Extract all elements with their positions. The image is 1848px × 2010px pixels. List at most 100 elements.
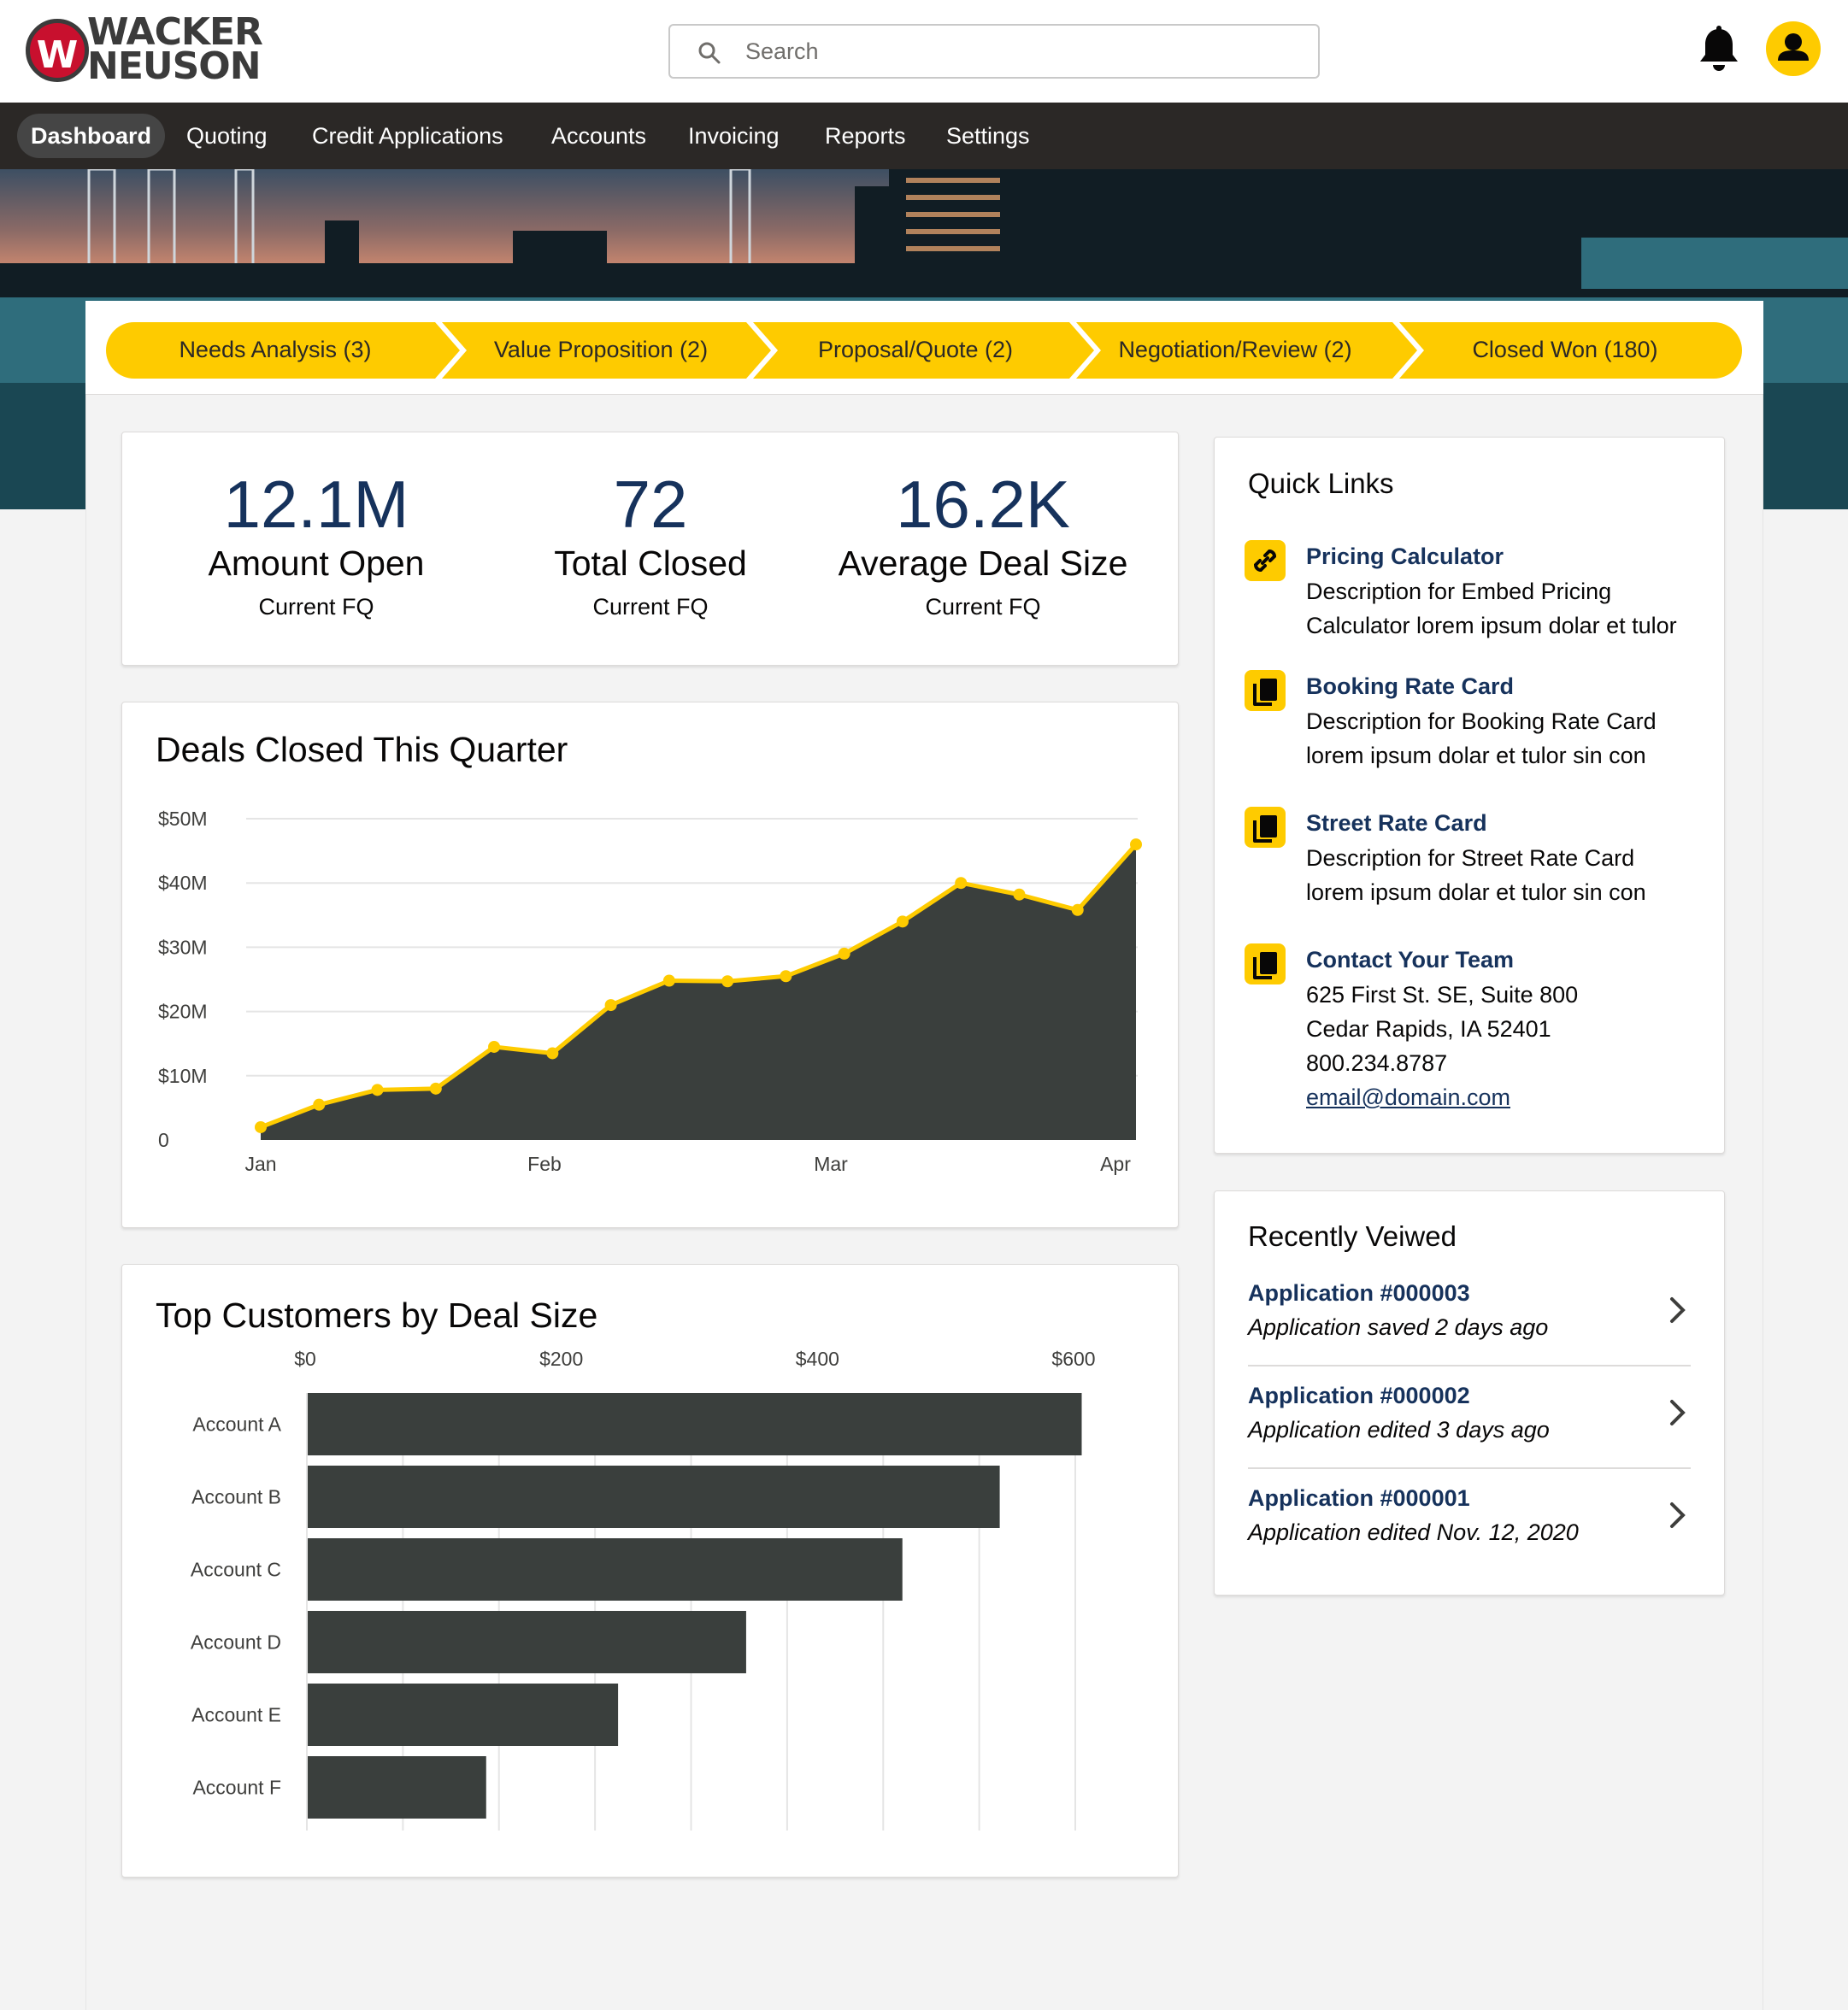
global-header: W WACKER NEUSON [0, 0, 1848, 103]
nav-item-reports[interactable]: Reports [825, 123, 906, 149]
nav-item-quoting[interactable]: Quoting [186, 123, 268, 149]
bar [308, 1611, 746, 1673]
path-stage-proposal-quote[interactable] [753, 322, 1094, 379]
bar [308, 1466, 1000, 1528]
data-point [1013, 888, 1026, 901]
series-line [260, 843, 1138, 1130]
y-axis-category-label: Account F [192, 1777, 281, 1799]
deals-closed-card: Deals Closed This Quarter $50M $40M $30M $2… [121, 702, 1179, 1228]
quick-link-pricing-calculator[interactable]: Pricing Calculator [1306, 544, 1504, 569]
path-stage-label: Value Proposition (2) [493, 337, 709, 362]
link-icon [1245, 540, 1286, 581]
logo-wordmark: WACKER NEUSON [87, 10, 263, 88]
path-stage-needs-analysis[interactable] [106, 322, 460, 379]
quick-link-description: Description for Street Rate Card lorem ip… [1306, 845, 1646, 905]
data-point [371, 1084, 384, 1096]
path-stage-label: Negotiation/Review (2) [1118, 337, 1352, 362]
wacker-neuson-logo[interactable]: W WACKER NEUSON [26, 10, 291, 88]
contact-address-line: 625 First St. SE, Suite 800 [1306, 982, 1579, 1008]
y-axis-category-label: Account E [191, 1704, 281, 1726]
y-axis-tick-label: 0 [158, 1129, 169, 1151]
quick-link-booking-rate-card[interactable]: Booking Rate Card [1306, 673, 1515, 699]
x-axis-tick-label: $200 [539, 1348, 583, 1370]
x-axis-tick-label: $600 [1051, 1348, 1095, 1370]
data-point [429, 1082, 442, 1095]
global-search[interactable] [668, 24, 1320, 79]
data-point [255, 1120, 267, 1133]
y-axis-tick-label: $40M [158, 872, 208, 894]
x-axis-tick-label: $400 [796, 1348, 839, 1370]
recent-item-subtitle: Application saved 2 days ago [1248, 1314, 1549, 1340]
kpi-card: 12.1M Amount Open Current FQ 72 Total Cl… [121, 432, 1179, 666]
contact-email-link[interactable]: email@domain.com [1306, 1084, 1510, 1110]
data-point [780, 970, 792, 983]
quick-links-card: Quick Links Pricing Calculator Descripti… [1214, 437, 1725, 1154]
x-axis-tick-label: Jan [244, 1153, 276, 1175]
quick-link-contact-your-team[interactable]: Contact Your Team [1306, 947, 1515, 973]
data-point [896, 915, 909, 928]
nav-item-dashboard[interactable]: Dashboard [17, 114, 166, 158]
person-icon [1778, 33, 1809, 61]
customers-bar-chart: $0 $200 $400 $600 Account A Account B Account … [191, 1348, 1096, 1831]
nav-item-settings[interactable]: Settings [946, 123, 1030, 149]
x-axis-tick-label: Mar [814, 1153, 848, 1175]
bar [308, 1756, 486, 1819]
chevron-right-icon[interactable] [1668, 1398, 1688, 1427]
nav-item-credit-applications[interactable]: Credit Applications [312, 123, 503, 149]
y-axis-tick-label: $10M [158, 1065, 208, 1087]
chevron-right-icon[interactable] [1668, 1501, 1688, 1530]
quick-link-description: Description for Booking Rate Card lorem i… [1306, 708, 1657, 768]
area-fill [261, 844, 1136, 1140]
y-axis-tick-label: $20M [158, 1001, 208, 1023]
kpi-value-average-deal-size: 16.2K [896, 467, 1070, 542]
y-axis-tick-label: $50M [158, 808, 208, 830]
recent-item-link[interactable]: Application #000001 [1248, 1485, 1470, 1511]
copy-document-icon [1245, 670, 1286, 711]
bar [308, 1684, 619, 1746]
data-point [313, 1098, 326, 1111]
kpi-subtitle: Current FQ [925, 594, 1041, 620]
quick-link-street-rate-card[interactable]: Street Rate Card [1306, 810, 1487, 836]
logo-mark: W [26, 19, 89, 82]
y-axis-category-label: Account D [191, 1631, 281, 1654]
user-avatar-icon[interactable] [1766, 21, 1821, 76]
contact-city-line: Cedar Rapids, IA 52401 [1306, 1016, 1551, 1042]
search-input[interactable] [745, 34, 1292, 68]
deals-chart-title: Deals Closed This Quarter [156, 730, 568, 769]
data-point [604, 999, 617, 1012]
nav-item-accounts[interactable]: Accounts [551, 123, 647, 149]
nav-item-invoicing[interactable]: Invoicing [688, 123, 780, 149]
kpi-title: Amount Open [208, 544, 425, 583]
path-stage-value-proposition[interactable] [442, 322, 771, 379]
chevron-right-icon[interactable] [1668, 1296, 1688, 1325]
main-navigation: Dashboard Quoting Credit Applications Ac… [0, 103, 1848, 169]
recent-item-subtitle: Application edited Nov. 12, 2020 [1248, 1519, 1579, 1545]
deals-area-chart: $50M $40M $30M $20M $10M 0 Jan Feb Mar Apr [158, 808, 1142, 1175]
data-point [1071, 903, 1084, 916]
search-icon [698, 42, 721, 64]
kpi-title: Average Deal Size [838, 544, 1128, 583]
bell-icon[interactable] [1697, 26, 1741, 73]
copy-document-icon [1245, 807, 1286, 848]
data-point [838, 947, 850, 960]
data-point [488, 1040, 501, 1053]
x-axis-tick-label: Apr [1100, 1153, 1131, 1175]
path-stages [106, 322, 1742, 379]
data-point [1130, 838, 1142, 851]
x-axis-tick-label: $0 [294, 1348, 316, 1370]
y-axis-tick-label: $30M [158, 936, 208, 958]
path-stage-closed-won[interactable] [1399, 322, 1742, 379]
path-stage-label: Needs Analysis (3) [179, 337, 372, 362]
divider [1248, 1467, 1691, 1469]
contact-details: 625 First St. SE, Suite 800 Cedar Rapids… [1306, 978, 1708, 1114]
x-axis-tick-label: Feb [527, 1153, 562, 1175]
contact-phone[interactable]: 800.234.8787 [1306, 1050, 1448, 1076]
recent-item-link[interactable]: Application #000003 [1248, 1280, 1470, 1306]
recently-viewed-card: Recently Veiwed Application #000003 Appl… [1214, 1190, 1725, 1596]
quick-link-description: Description for Embed Pricing Calculator … [1306, 579, 1677, 638]
recent-item-link[interactable]: Application #000002 [1248, 1383, 1470, 1408]
kpi-title: Total Closed [554, 544, 747, 583]
kpi-subtitle: Current FQ [258, 594, 374, 620]
path-stage-negotiation-review[interactable] [1076, 322, 1417, 379]
customers-chart-title: Top Customers by Deal Size [156, 1296, 598, 1335]
